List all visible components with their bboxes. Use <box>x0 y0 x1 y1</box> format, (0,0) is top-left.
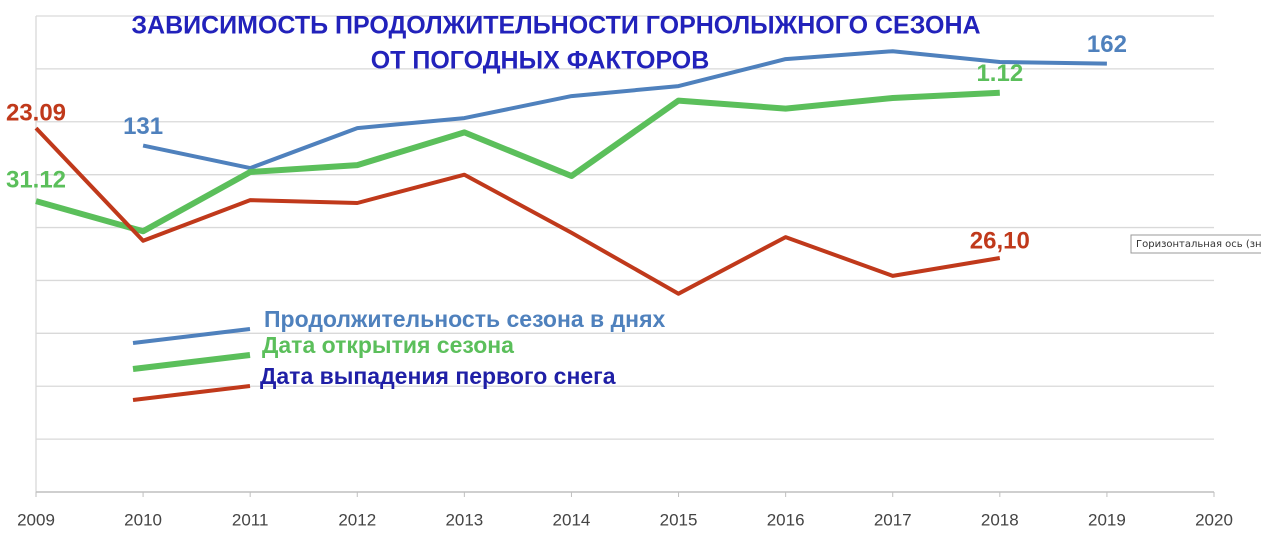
series-line <box>34 126 1001 296</box>
x-tick-label: 2016 <box>767 510 805 529</box>
x-tick-label: 2019 <box>1088 510 1126 529</box>
tooltip-box <box>1130 234 1261 254</box>
data-label: 131 <box>123 113 163 140</box>
data-label: 1.12 <box>976 60 1023 87</box>
tooltip-text: Горизонтальная ось (значений) <box>1136 239 1261 250</box>
series-line <box>142 49 1107 171</box>
x-tick-label: 2020 <box>1195 510 1233 529</box>
legend-label: Продолжительность сезона в днях <box>264 306 665 332</box>
legend-label: Дата открытия сезона <box>262 332 514 358</box>
x-tick-label: 2011 <box>232 510 269 529</box>
data-label: 23.09 <box>6 99 66 126</box>
x-tick-label: 2017 <box>874 510 912 529</box>
x-tick-label: 2013 <box>445 510 483 529</box>
legend-swatch <box>132 327 251 345</box>
x-tick-label: 2009 <box>17 510 55 529</box>
legend-swatch <box>132 384 251 402</box>
data-label: 26,10 <box>970 227 1030 254</box>
x-tick-label: 2010 <box>124 510 162 529</box>
legend-label: Дата выпадения первого снега <box>260 363 616 389</box>
series-line <box>35 89 1000 235</box>
x-tick-label: 2012 <box>338 510 376 529</box>
legend-swatch <box>132 352 251 372</box>
data-label: 31.12 <box>6 166 66 193</box>
chart-title: ЗАВИСИМОСТЬ ПРОДОЛЖИТЕЛЬНОСТИ ГОРНОЛЫЖНО… <box>131 12 980 40</box>
data-label: 162 <box>1087 31 1127 58</box>
x-tick-label: 2014 <box>553 510 591 529</box>
x-tick-label: 2015 <box>660 510 698 529</box>
x-tick-label: 2018 <box>981 510 1019 529</box>
chart-title: ОТ ПОГОДНЫХ ФАКТОРОВ <box>371 47 710 75</box>
